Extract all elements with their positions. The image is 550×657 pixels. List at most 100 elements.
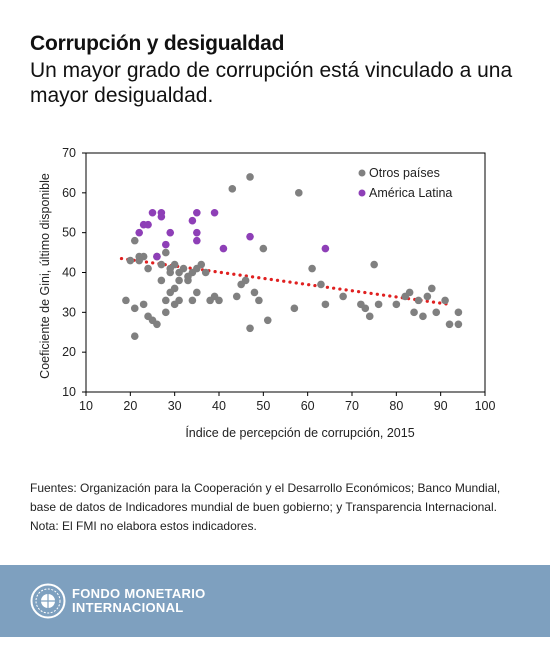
point-otros-paises xyxy=(179,264,188,273)
legend-label-america-latina: América Latina xyxy=(369,186,452,200)
point-otros-paises xyxy=(295,189,303,197)
point-otros-paises xyxy=(201,268,210,277)
y-tick-label: 50 xyxy=(62,226,76,240)
data-points xyxy=(122,173,463,341)
imf-seal-icon xyxy=(30,583,66,619)
point-america-latina xyxy=(135,228,143,237)
point-otros-paises xyxy=(250,288,259,297)
axis-ticks: 10 20 30 40 50 60 70 80 90 100 10 20 30 40 50 60 70 xyxy=(62,146,495,413)
point-otros-paises xyxy=(228,185,237,193)
point-america-latina xyxy=(246,232,254,241)
point-otros-paises xyxy=(246,324,254,333)
point-america-latina xyxy=(148,208,157,217)
point-otros-paises xyxy=(241,276,250,285)
point-otros-paises xyxy=(454,320,463,329)
point-otros-paises xyxy=(423,292,432,301)
point-otros-paises xyxy=(259,244,268,253)
point-otros-paises xyxy=(263,316,272,325)
x-tick-label: 10 xyxy=(79,399,93,413)
point-america-latina xyxy=(193,236,201,245)
point-otros-paises xyxy=(157,276,166,285)
point-otros-paises xyxy=(193,288,201,297)
point-otros-paises xyxy=(374,300,383,309)
chart-title: Corrupción y desigualdad xyxy=(30,32,285,55)
y-tick-label: 60 xyxy=(62,186,76,200)
point-otros-paises xyxy=(321,300,330,309)
point-otros-paises xyxy=(197,260,206,269)
point-otros-paises xyxy=(414,296,423,305)
point-otros-paises xyxy=(255,296,263,305)
point-otros-paises xyxy=(361,304,370,313)
point-otros-paises xyxy=(232,292,241,301)
x-tick-label: 60 xyxy=(301,399,315,413)
x-tick-label: 80 xyxy=(389,399,403,413)
point-otros-paises xyxy=(162,296,170,305)
point-otros-paises xyxy=(126,256,135,265)
x-tick-label: 20 xyxy=(123,399,137,413)
point-otros-paises xyxy=(215,296,223,305)
point-otros-paises xyxy=(392,300,401,309)
point-america-latina xyxy=(157,212,166,221)
point-otros-paises xyxy=(170,260,179,269)
legend: Otros países América Latina xyxy=(358,166,452,200)
y-axis-label: Coeficiente de Gini, último disponible xyxy=(38,173,52,379)
point-otros-paises xyxy=(419,312,427,321)
point-otros-paises xyxy=(170,284,179,293)
point-america-latina xyxy=(153,252,161,261)
sources-line-2: base de datos de Indicadores mundial de … xyxy=(30,500,497,514)
point-otros-paises xyxy=(144,264,152,273)
point-america-latina xyxy=(166,228,175,237)
point-america-latina xyxy=(193,208,201,217)
point-otros-paises xyxy=(130,236,139,245)
point-otros-paises xyxy=(157,260,166,269)
point-otros-paises xyxy=(308,264,316,273)
x-tick-label: 30 xyxy=(168,399,182,413)
point-otros-paises xyxy=(290,304,299,313)
point-otros-paises xyxy=(175,296,183,305)
point-otros-paises xyxy=(405,288,414,297)
point-otros-paises xyxy=(139,300,148,309)
x-tick-label: 70 xyxy=(345,399,359,413)
point-otros-paises xyxy=(188,296,197,305)
point-america-latina xyxy=(144,220,152,229)
point-america-latina xyxy=(219,244,228,253)
sources-line-1: Fuentes: Organización para la Cooperació… xyxy=(30,481,501,495)
y-tick-label: 30 xyxy=(62,305,76,319)
x-tick-label: 40 xyxy=(212,399,226,413)
point-otros-paises xyxy=(139,252,148,261)
point-otros-paises xyxy=(365,312,374,321)
point-otros-paises xyxy=(246,173,254,181)
point-otros-paises xyxy=(445,320,454,329)
point-otros-paises xyxy=(428,284,436,293)
point-otros-paises xyxy=(130,332,139,341)
point-america-latina xyxy=(188,216,197,225)
footer-banner: FONDO MONETARIO INTERNACIONAL xyxy=(0,565,550,637)
x-tick-label: 90 xyxy=(434,399,448,413)
y-tick-label: 70 xyxy=(62,146,76,160)
point-otros-paises xyxy=(317,280,325,289)
organization-name: FONDO MONETARIO INTERNACIONAL xyxy=(72,587,206,615)
x-axis-label: Índice de percepción de corrupción, 2015 xyxy=(185,425,414,440)
point-otros-paises xyxy=(130,304,139,313)
organization-name-line-2: INTERNACIONAL xyxy=(72,600,184,615)
point-america-latina xyxy=(162,240,170,249)
legend-marker-otros xyxy=(358,169,366,177)
legend-label-otros: Otros países xyxy=(369,166,440,180)
scatter-chart: 10 20 30 40 50 60 70 80 90 100 10 20 30 40 50 60 70 Índi… xyxy=(38,146,495,440)
chart-subtitle: Un mayor grado de corrupción está vincul… xyxy=(30,59,513,107)
y-tick-label: 40 xyxy=(62,266,76,280)
point-otros-paises xyxy=(410,308,418,317)
point-otros-paises xyxy=(122,296,130,305)
x-tick-label: 100 xyxy=(475,399,496,413)
note-line: Nota: El FMI no elabora estos indicadore… xyxy=(30,519,257,533)
organization-name-line-1: FONDO MONETARIO xyxy=(72,586,206,601)
y-tick-label: 20 xyxy=(62,345,76,359)
point-america-latina xyxy=(210,208,219,217)
x-tick-label: 50 xyxy=(256,399,270,413)
point-otros-paises xyxy=(454,308,463,317)
point-otros-paises xyxy=(441,296,449,305)
point-otros-paises xyxy=(432,308,441,317)
legend-marker-america-latina xyxy=(358,189,366,197)
point-otros-paises xyxy=(153,320,161,329)
y-tick-label: 10 xyxy=(62,385,76,399)
